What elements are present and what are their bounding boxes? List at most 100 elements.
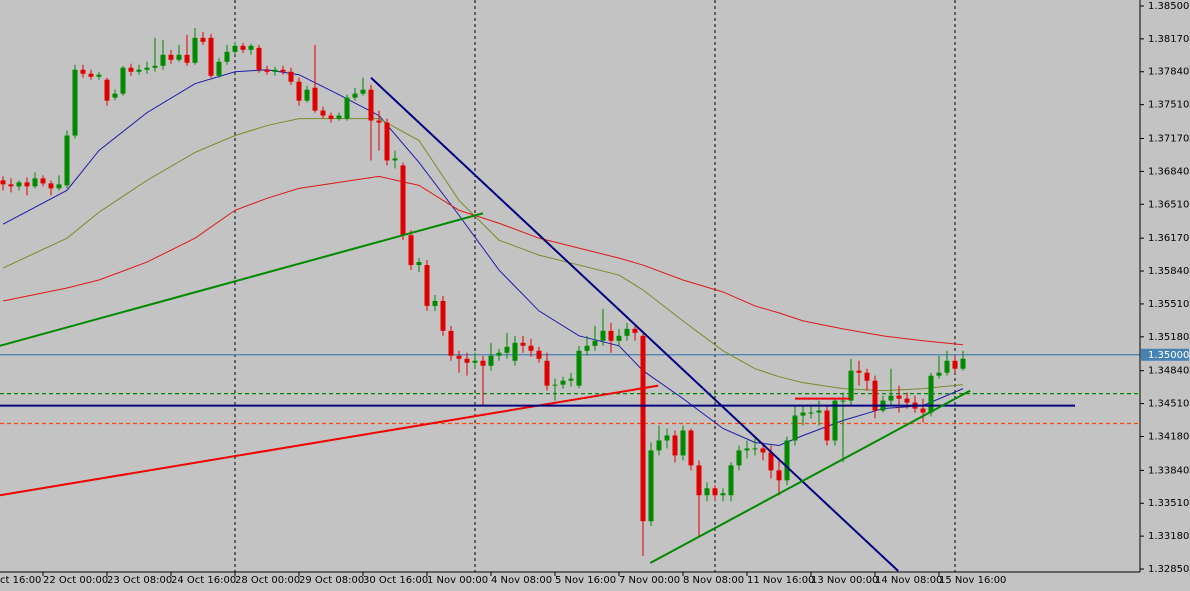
candle-body: [200, 37, 206, 42]
x-tick-label: 23 Oct 08:00: [107, 575, 172, 586]
candle-body: [936, 372, 942, 376]
candle-body: [888, 395, 894, 401]
candle-body: [736, 450, 742, 466]
candle-body: [784, 440, 790, 481]
level-label: 1.35000: [1148, 350, 1189, 361]
candle-body: [680, 430, 686, 456]
candle-body: [688, 430, 694, 466]
candle-body: [8, 184, 14, 187]
x-tick-label: 29 Oct 08:00: [299, 575, 364, 586]
candle-body: [648, 450, 654, 522]
candle-body: [296, 81, 302, 101]
candle-body: [800, 412, 806, 416]
candle-body: [416, 262, 422, 266]
candle-body: [560, 380, 566, 385]
candle-body: [328, 115, 334, 119]
candle-body: [240, 45, 246, 50]
candle-body: [496, 352, 502, 356]
candle-body: [336, 115, 342, 119]
candle-body: [904, 398, 910, 403]
x-tick-label: 13 Nov 00:00: [811, 575, 878, 586]
candle-body: [160, 54, 166, 66]
candle-body: [24, 182, 30, 187]
candle-body: [432, 300, 438, 306]
candle-body: [40, 178, 46, 184]
x-tick-label: 24 Oct 16:00: [171, 575, 236, 586]
candle-body: [896, 395, 902, 399]
x-tick-label: 11 Nov 16:00: [747, 575, 814, 586]
candle-body: [720, 493, 726, 496]
y-tick-label: 1.38170: [1148, 34, 1189, 45]
candle-body: [128, 67, 134, 72]
candle-body: [824, 410, 830, 441]
candle-body: [752, 448, 758, 450]
candle-body: [72, 69, 78, 136]
candle-body: [360, 89, 366, 94]
y-tick-label: 1.34180: [1148, 431, 1189, 442]
candle-body: [120, 67, 126, 94]
y-tick-label: 1.35510: [1148, 299, 1189, 310]
candle-body: [208, 37, 214, 76]
candle-body: [456, 355, 462, 359]
x-tick-label: 15 Nov 16:00: [939, 575, 1006, 586]
candle-body: [760, 448, 766, 453]
candle-body: [952, 360, 958, 369]
candle-body: [56, 184, 62, 189]
y-tick-label: 1.34510: [1148, 399, 1189, 410]
candle-body: [744, 448, 750, 451]
candle-body: [232, 45, 238, 52]
candle-body: [856, 370, 862, 373]
line: [2, 69, 964, 446]
x-tick-label: 14 Nov 08:00: [875, 575, 942, 586]
y-tick-label: 1.38500: [1148, 1, 1189, 12]
candle-body: [624, 328, 630, 336]
y-tick-label: 1.33840: [1148, 465, 1189, 476]
candle-body: [728, 465, 734, 496]
candle-body: [184, 54, 190, 63]
candle-body: [672, 435, 678, 456]
x-tick-label: 1 Nov 00:00: [427, 575, 488, 586]
candle-body: [848, 370, 854, 401]
candle-body: [664, 435, 670, 441]
y-tick-label: 1.33510: [1148, 498, 1189, 509]
candle-body: [64, 135, 70, 186]
candle-body: [216, 61, 222, 76]
candle-body: [576, 350, 582, 386]
candle-body: [776, 470, 782, 481]
candle-body: [144, 67, 150, 70]
candle-body: [80, 69, 86, 74]
candle-body: [448, 330, 454, 356]
candle-body: [920, 408, 926, 413]
candle-body: [864, 372, 870, 381]
candle-body: [520, 342, 526, 346]
candle-body: [768, 452, 774, 471]
candle-body: [512, 342, 518, 361]
trendline: [0, 212, 484, 347]
level-label-box: [1141, 348, 1189, 361]
x-tick-label: 7 Nov 00:00: [619, 575, 680, 586]
candle-body: [592, 340, 598, 346]
candle-body: [944, 360, 950, 373]
candle-body: [376, 120, 382, 123]
line: [2, 118, 964, 392]
candle-body: [312, 87, 318, 111]
candle-body: [480, 360, 486, 366]
y-tick-label: 1.33180: [1148, 531, 1189, 542]
candle-body: [344, 97, 350, 119]
x-tick-label: 22 Oct 00:00: [43, 575, 108, 586]
y-tick-label: 1.37510: [1148, 100, 1189, 111]
candle-body: [488, 355, 494, 366]
candle-body: [600, 330, 606, 341]
candle-body: [584, 345, 590, 351]
candle-body: [248, 45, 254, 50]
candle-body: [280, 69, 286, 72]
candle-body: [384, 122, 390, 161]
candle-body: [272, 69, 278, 72]
x-tick-label: ct 16:00: [0, 575, 41, 586]
y-tick-label: 1.36840: [1148, 166, 1189, 177]
candle-body: [808, 412, 814, 414]
candle-body: [608, 330, 614, 341]
candle-body: [48, 183, 54, 189]
